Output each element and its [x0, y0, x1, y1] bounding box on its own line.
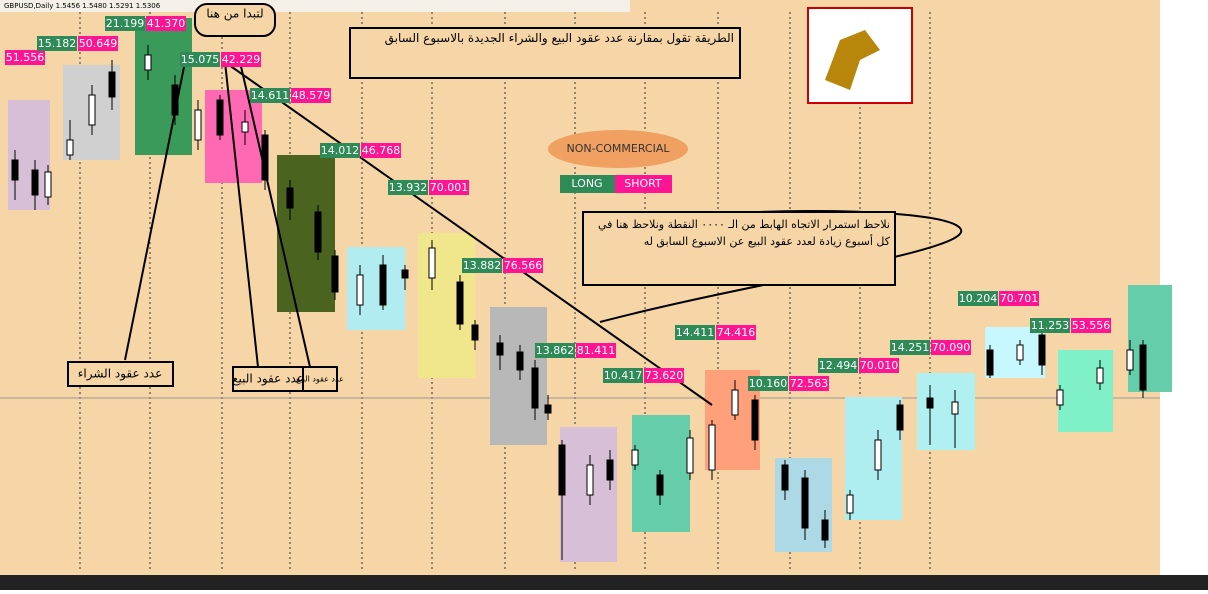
long-value: 21.199: [106, 17, 145, 30]
method-box: [349, 27, 741, 79]
short-value: 46.768: [362, 144, 401, 157]
short-label: [5, 50, 45, 65]
short-value: 73.620: [645, 369, 684, 382]
trend-text: نلاحظ استمرار الاتجاه الهابط من الـ ٠٠٠٠…: [598, 218, 890, 248]
long-label: [180, 52, 220, 67]
long-value: 11.253: [1031, 319, 1070, 332]
short-label: [789, 376, 829, 391]
long-value: 15.182: [38, 37, 77, 50]
buy-box: [67, 361, 174, 387]
long-label: [890, 340, 930, 355]
sell-box-1: [232, 366, 304, 392]
long-label: [535, 343, 575, 358]
short-value: 70.701: [1000, 292, 1039, 305]
long-value: 14.012: [321, 144, 360, 157]
candles: [11, 45, 1147, 560]
short-label: [644, 368, 684, 383]
long-label: [462, 258, 502, 273]
short-value: 70.090: [932, 341, 971, 354]
long-label: [388, 180, 428, 195]
sell-label: عدد عقود البيع: [232, 372, 304, 387]
method-text: الطريقة تقول بمقارنة عدد عقود البيع والش…: [384, 31, 734, 45]
long-value: 14.251: [891, 341, 930, 354]
short-label: [291, 88, 331, 103]
short-label: [503, 258, 543, 273]
long-value: 10.160: [749, 377, 788, 390]
long-label: [818, 358, 858, 373]
header-text: GBPUSD,Daily 1.5456 1.5480 1.5291 1.5306: [4, 2, 161, 10]
short-label: [429, 180, 469, 195]
short-value: 76.566: [504, 259, 543, 272]
short-label: [221, 52, 261, 67]
legend-ellipse: [548, 130, 688, 168]
long-label: [320, 143, 360, 158]
short-label: [576, 343, 616, 358]
short-value: 41.370: [147, 17, 186, 30]
long-value: 14.411: [676, 326, 715, 339]
long-label: [748, 376, 788, 391]
long-value: 10.417: [604, 369, 643, 382]
header-strip: [0, 0, 630, 12]
legend-long-text: LONG: [571, 177, 602, 190]
long-label: [603, 368, 643, 383]
short-label: [1071, 318, 1111, 333]
trend-box: [582, 211, 896, 286]
long-label: [37, 36, 77, 51]
short-label: [78, 36, 118, 51]
sell-label: عدد عقود البيع: [296, 375, 344, 384]
logo-horse: [825, 30, 880, 90]
short-value: 53.556: [1072, 319, 1111, 332]
long-label: [1030, 318, 1070, 333]
method-note: الطريقة تقول بمقارنة عدد عقود البيع والش…: [384, 31, 734, 45]
legend-short-text: SHORT: [624, 177, 662, 190]
date-strip: [0, 575, 1208, 590]
short-value: 48.579: [292, 89, 331, 102]
short-label: [931, 340, 971, 355]
short-label: [859, 358, 899, 373]
short-label: [146, 16, 186, 31]
short-value: 50.649: [79, 37, 118, 50]
short-value: 51.556: [6, 51, 45, 64]
long-value: 13.862: [536, 344, 575, 357]
long-value: 13.932: [389, 181, 428, 194]
legend-short: [615, 175, 672, 193]
start-text: لتبدا من هنا: [206, 7, 263, 22]
short-value: 70.001: [430, 181, 469, 194]
legend-title: NON-COMMERCIAL: [566, 142, 670, 155]
trend-note: نلاحظ استمرار الاتجاه الهابط من الـ ٠٠٠٠…: [598, 218, 890, 248]
long-label: [675, 325, 715, 340]
long-label: [958, 291, 998, 306]
short-value: 72.563: [790, 377, 829, 390]
short-label: [716, 325, 756, 340]
sell-box-2: [302, 366, 338, 392]
start-bubble: [194, 3, 276, 37]
short-label: [361, 143, 401, 158]
long-label: [250, 88, 290, 103]
long-value: 15.075: [181, 53, 220, 66]
short-value: 42.229: [222, 53, 261, 66]
buy-label: عدد عقود الشراء: [78, 367, 163, 382]
short-value: 74.416: [717, 326, 756, 339]
short-label: [999, 291, 1039, 306]
short-value: 81.411: [577, 344, 616, 357]
long-value: 10.204: [959, 292, 998, 305]
long-value: 14.611: [251, 89, 290, 102]
legend-long: [560, 175, 615, 193]
long-value: 12.494: [819, 359, 858, 372]
long-value: 13.882: [463, 259, 502, 272]
long-label: [105, 16, 145, 31]
short-value: 70.010: [860, 359, 899, 372]
